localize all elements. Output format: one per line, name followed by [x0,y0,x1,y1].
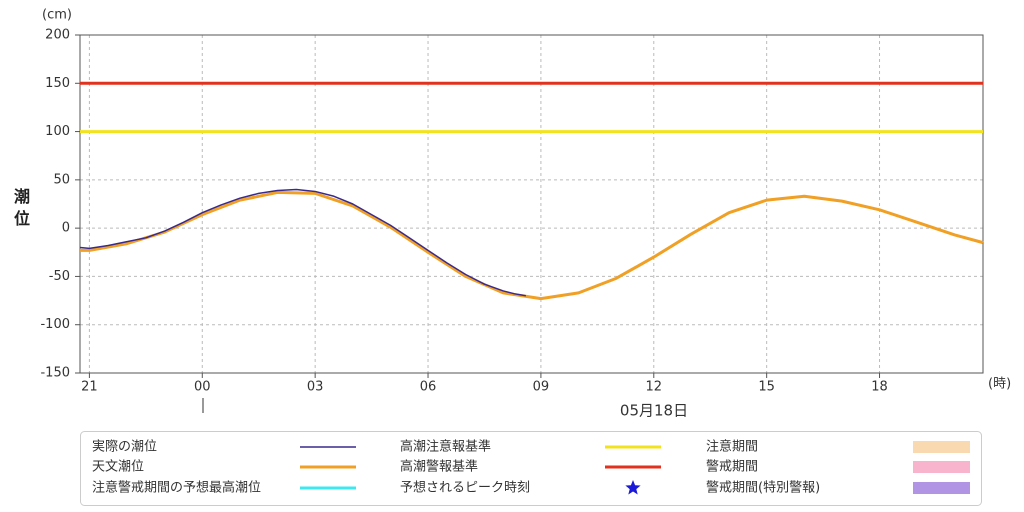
series-line [79,188,526,297]
y-tick-label: -150 [40,366,70,381]
y-tick-label: 100 [45,124,70,139]
y-tick-label: -100 [40,317,70,332]
x-tick-label: 18 [871,380,888,395]
x-tick-label: 15 [758,380,775,395]
y-axis-label: 潮位 [14,187,31,228]
plot-frame [79,34,984,374]
x-tick-label: 09 [533,380,550,395]
y-tick-label: 50 [53,172,70,187]
series-line [80,190,984,301]
legend-label: 高潮注意報基準 [400,439,491,455]
legend-label: 注意期間 [706,439,758,455]
legend-swatch [913,482,970,494]
legend-label: 注意警戒期間の予想最高潮位 [92,480,261,496]
legend-label: 高潮警報基準 [400,459,478,475]
legend-swatch [913,461,970,473]
y-tick-label: 150 [45,76,70,91]
y-tick-label: 0 [62,221,70,236]
y-tick-label: 200 [45,28,70,43]
legend-swatch [913,441,970,453]
x-tick-label: 06 [420,380,437,395]
legend-label: 予想されるピーク時刻 [400,480,530,496]
legend-swatch [625,480,641,495]
y-unit: (cm) [42,8,72,23]
legend-label: 実際の潮位 [92,439,157,455]
x-tick-label: 03 [307,380,324,395]
date-label: 05月18日 [620,402,688,420]
legend-label: 天文潮位 [92,460,144,475]
legend-label: 警戒期間(特別警報) [706,480,820,496]
legend-label: 警戒期間 [706,459,758,475]
x-tick-label: 12 [646,380,663,395]
x-tick-label: 00 [194,380,211,395]
x-tick-label: 21 [81,380,98,395]
x-unit: (時) [988,377,1011,392]
y-tick-label: -50 [49,269,70,284]
